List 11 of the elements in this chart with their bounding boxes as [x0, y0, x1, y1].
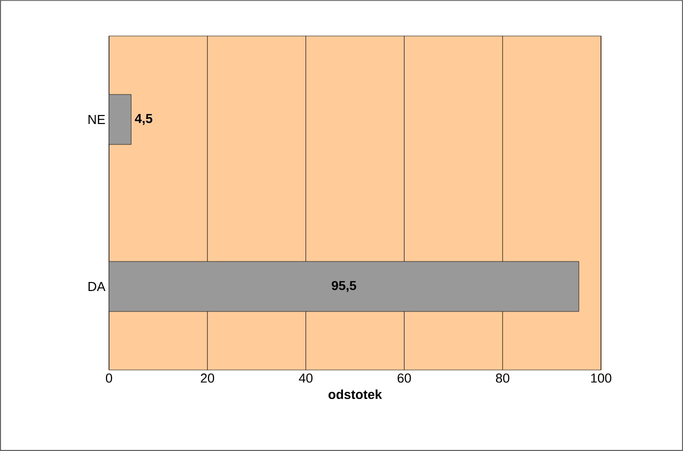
y-tick-label: DA — [88, 282, 106, 291]
x-axis-title: odstotek — [328, 390, 382, 400]
x-tick-label: 40 — [298, 374, 313, 383]
x-tick-label: 100 — [591, 374, 612, 383]
x-tick-label: 80 — [496, 374, 510, 383]
data-label: 95,5 — [332, 280, 356, 292]
x-tick-label: 0 — [106, 374, 112, 383]
data-label: 4,5 — [134, 114, 152, 125]
x-tick-label: 60 — [398, 374, 411, 383]
x-tick-label: 20 — [200, 374, 214, 383]
y-tick-label: NE — [88, 115, 105, 124]
